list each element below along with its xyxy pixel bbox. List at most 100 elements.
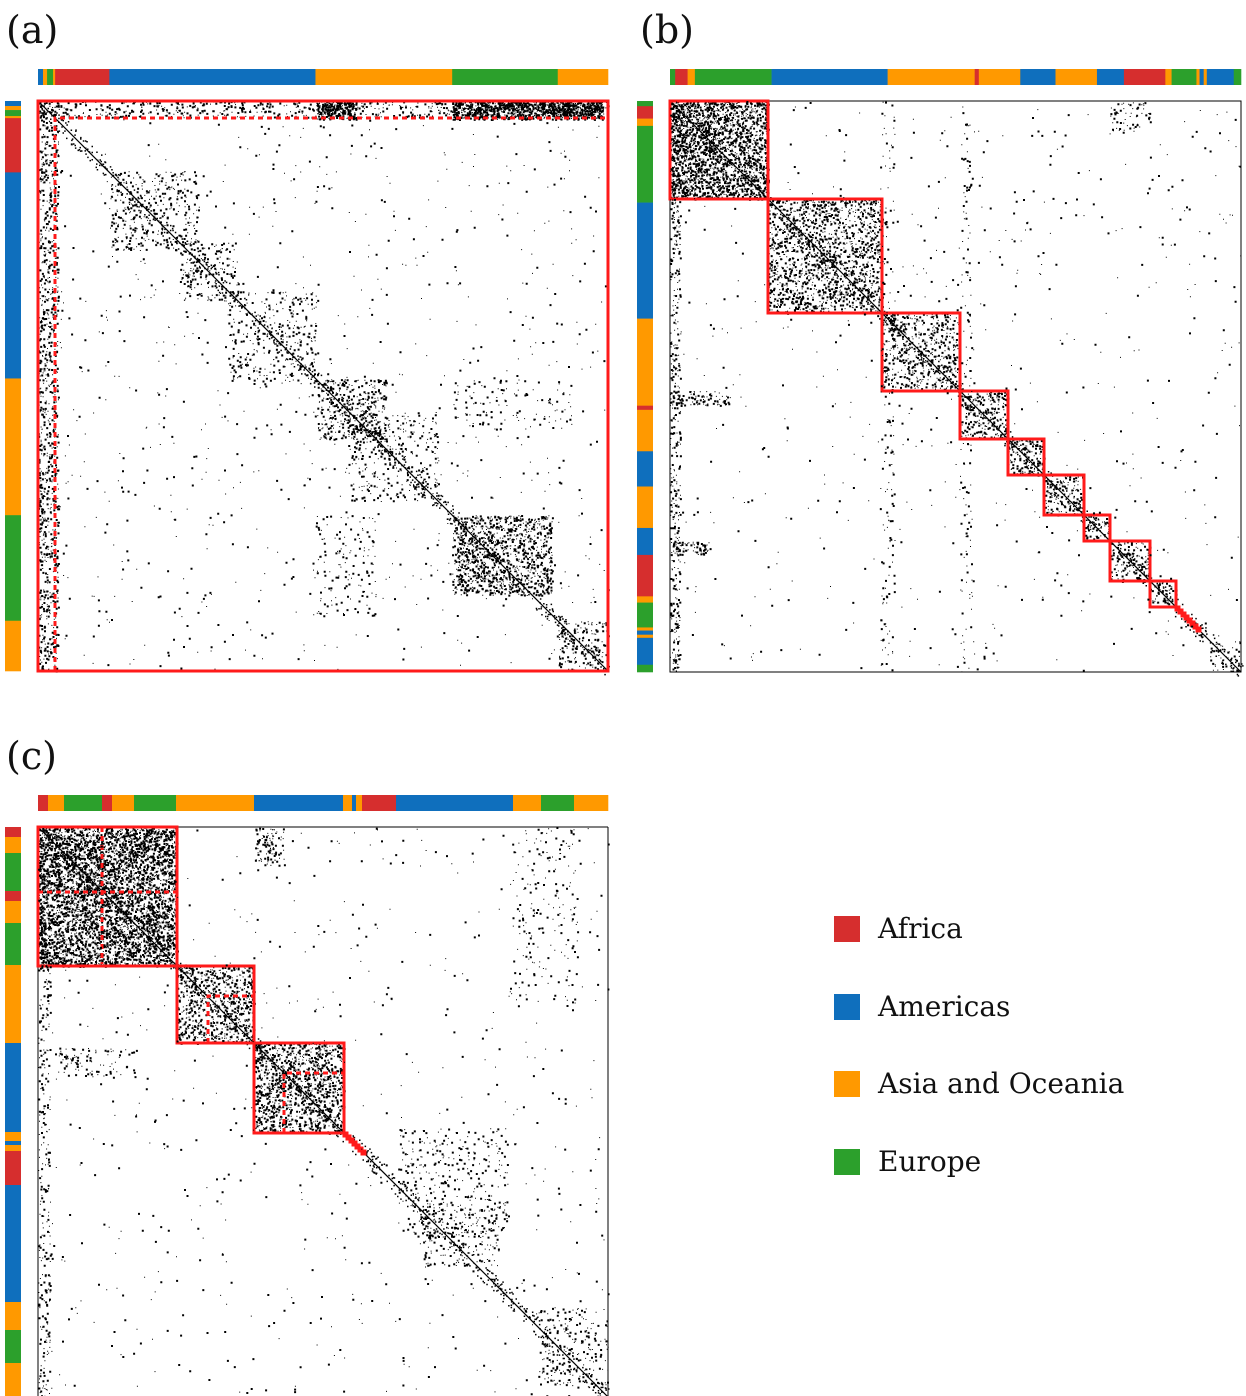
panel-b-offblock-marks xyxy=(670,391,731,407)
panel-b-left-bar-segment xyxy=(637,554,653,597)
panel-c-offblock-marks xyxy=(254,827,286,867)
panel-a-cluster-marks xyxy=(316,101,358,121)
panel-c-offblock-marks xyxy=(418,1207,500,1269)
panel-b-matrix xyxy=(637,69,1244,677)
panel-a-cluster-marks xyxy=(453,379,573,431)
panel-b-block-marks xyxy=(1110,541,1152,583)
panel-c-block-marks xyxy=(254,1043,346,1135)
panel-c-top-bar-segment xyxy=(38,795,49,811)
panel-a-top-bar-segment xyxy=(109,69,316,85)
panel-c-left-bar-segment xyxy=(5,891,21,902)
legend-label-africa: Africa xyxy=(878,912,963,945)
panel-c-left-bar-segment xyxy=(5,1043,21,1133)
panel-c-matrix xyxy=(5,795,610,1396)
panel-b-block-marks xyxy=(768,199,884,315)
panel-a-top-bar-segment xyxy=(53,69,56,85)
panel-b-top-bar-segment xyxy=(687,69,696,85)
panel-b-block-marks xyxy=(1150,582,1178,609)
panel-a-left-bar-segment xyxy=(5,515,21,622)
panel-b-offblock-marks xyxy=(1110,102,1152,132)
panel-b-block-marks xyxy=(670,101,770,201)
panel-c-left-bar-segment xyxy=(5,1141,21,1146)
panel-c-block-marks xyxy=(177,966,256,1045)
panel-a-inner-block xyxy=(53,116,608,671)
panel-b-diagonal-noise xyxy=(669,99,1244,677)
panel-a-top-bar-segment xyxy=(55,69,110,85)
panel-c-left-bar-segment xyxy=(5,837,21,854)
panel-a-cluster-marks xyxy=(558,621,610,673)
panel-c-top-bar-segment xyxy=(176,795,255,811)
panel-c-small-blocks xyxy=(342,1131,367,1156)
panel-c-offblock-marks xyxy=(398,1128,510,1238)
panel-c-sub-block xyxy=(282,1071,344,1133)
panel-a-left-bar-segment xyxy=(5,101,21,107)
panel-a-top-bar-segment xyxy=(452,69,559,85)
panel-a-left-bar-segment xyxy=(5,378,21,516)
legend-item-americas: Americas xyxy=(834,990,1010,1023)
panel-c-top-bar-segment xyxy=(356,795,363,811)
panel-b-block-marks xyxy=(1084,515,1112,542)
panel-a-outer-block xyxy=(36,99,610,673)
panel-b-community-block xyxy=(668,99,770,201)
panel-c-top-bar-segment xyxy=(362,795,397,811)
panel-c-top-bar-segment xyxy=(254,795,344,811)
legend-label-americas: Americas xyxy=(878,990,1011,1023)
panel-c-left-bar-segment xyxy=(5,901,21,924)
panel-a-left-bar-segment xyxy=(5,118,21,173)
panel-b-top-bar-segment xyxy=(1203,69,1208,85)
panel-c-top-bar-segment xyxy=(134,795,177,811)
panel-c-left-bar-segment xyxy=(5,1363,21,1396)
panel-c-block-marks xyxy=(38,827,179,968)
panel-b-top-bar-segment xyxy=(1199,69,1204,85)
panel-c-left-bar-segment xyxy=(5,923,21,966)
panel-b-offblock-marks xyxy=(670,541,712,557)
panel-c-sub-block xyxy=(206,994,254,1043)
panel-c-top-bar-segment xyxy=(48,795,65,811)
panel-c-community-block xyxy=(175,964,256,1045)
panel-b-left-bar-segment xyxy=(637,627,653,631)
panel-b-top-bar-segment xyxy=(1055,69,1098,85)
panel-b-community-block xyxy=(1006,437,1046,477)
panel-a-left-bar-segment xyxy=(5,110,21,117)
panel-b-left-bar-segment xyxy=(637,106,653,119)
panel-b-left-bar-segment xyxy=(637,451,653,487)
panel-c-left-bar-segment xyxy=(5,1151,21,1186)
panel-c-left-bar-segment xyxy=(5,965,21,1044)
panel-b-top-bar-segment xyxy=(1206,69,1235,85)
panel-b-block-marks xyxy=(1044,475,1086,517)
panel-b-left-bar-segment xyxy=(637,118,653,127)
legend-item-europe: Europe xyxy=(834,1145,981,1178)
panel-b-left-bar-segment xyxy=(637,634,653,639)
legend-item-africa: Africa xyxy=(834,912,963,945)
panel-b-left-bar-segment xyxy=(637,527,653,556)
panel-b-block-marks xyxy=(1008,439,1046,477)
panel-a-left-bar-segment xyxy=(5,106,21,111)
panel-a-top-row-marks xyxy=(39,101,610,119)
panel-a-matrix xyxy=(5,69,610,676)
panel-b-top-bar-segment xyxy=(887,69,975,85)
panel-c-left-bar-segment xyxy=(5,1145,21,1152)
panel-c-top-bar-segment xyxy=(102,795,113,811)
panel-b-left-bar-segment xyxy=(637,101,653,107)
panel-c-community-block xyxy=(36,825,179,968)
panel-b-top-bar-segment xyxy=(1123,69,1166,85)
legend-swatch-asia-oceania xyxy=(834,1070,860,1097)
panel-b-left-bar-segment xyxy=(637,202,653,319)
panel-a-top-bar-segment xyxy=(38,69,44,85)
panel-b-top-bar-segment xyxy=(1196,69,1200,85)
panel-c-offblock-marks xyxy=(508,827,580,1008)
panel-a-left-bar-segment xyxy=(5,620,21,672)
panel-label-b: (b) xyxy=(640,8,694,52)
panel-b-top-bar-segment xyxy=(1020,69,1056,85)
legend-label-asia-oceania: Asia and Oceania xyxy=(878,1067,1125,1100)
panel-c-left-bar-segment xyxy=(5,827,21,838)
panel-c-community-block xyxy=(252,1041,346,1135)
panel-b-block-marks xyxy=(960,391,1010,440)
panel-b-top-bar-segment xyxy=(694,69,772,85)
panel-c-top-bar-segment xyxy=(574,795,609,811)
panel-b-tail-marks xyxy=(1210,641,1242,672)
panel-a-cluster-marks xyxy=(316,379,388,441)
panel-b-top-bar-segment xyxy=(1171,69,1197,85)
panel-b-left-bar-segment xyxy=(637,664,653,673)
panel-b-top-bar-segment xyxy=(978,69,1021,85)
